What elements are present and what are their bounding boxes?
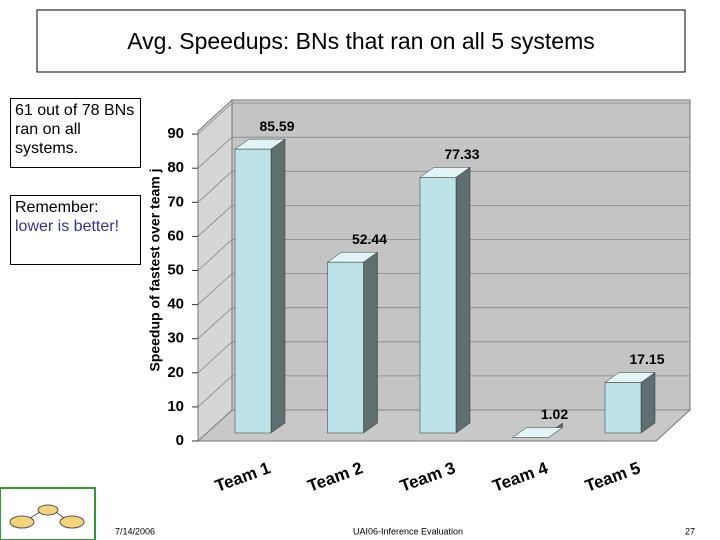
- grid-line: [197, 136, 690, 169]
- y-tick-label: 30: [167, 330, 184, 347]
- value-label: 1.02: [541, 406, 568, 422]
- y-tick-label: 20: [167, 364, 184, 381]
- x-tick-label: Team 4: [490, 458, 551, 496]
- x-tick-label: Team 3: [397, 458, 457, 495]
- y-tick-label: 90: [167, 125, 184, 142]
- note-box: 61 out of 78 BNs ran on all systems.: [10, 98, 141, 168]
- grid-line: [197, 239, 690, 271]
- value-label: 52.44: [352, 231, 387, 247]
- y-tick-label: 80: [167, 159, 184, 176]
- bar-top: [511, 427, 564, 438]
- y-tick-label: 40: [167, 296, 184, 313]
- logo-node: [37, 504, 59, 516]
- note-text: 61 out of 78 BNs ran on all systems.: [15, 102, 135, 157]
- x-tick-label: Team 2: [305, 458, 365, 495]
- logo-node: [59, 515, 85, 529]
- logo-node: [9, 515, 35, 529]
- bar: [234, 148, 272, 434]
- title-box: [36, 9, 686, 73]
- footer-center: UAI06-Inference Evaluation: [353, 526, 463, 536]
- bar-side: [455, 166, 471, 434]
- bar-side: [640, 372, 656, 434]
- value-label: 77.33: [444, 146, 479, 162]
- footer-page: 27: [685, 526, 695, 536]
- slide-title: Avg. Speedups: BNs that ran on all 5 sys…: [127, 28, 595, 54]
- footer-date: 7/14/2006: [115, 526, 155, 536]
- grid-line: [197, 170, 690, 203]
- y-tick-label: 50: [167, 261, 184, 278]
- logo-edge: [29, 511, 41, 519]
- note-text: Remember:: [15, 199, 99, 216]
- y-tick-label: 10: [167, 398, 184, 415]
- grid-line: [197, 375, 690, 408]
- y-tick-label: 60: [167, 227, 184, 244]
- note-highlight: lower is better!: [15, 218, 120, 235]
- bar: [604, 382, 642, 434]
- x-tick-label: Team 1: [212, 458, 272, 495]
- grid-line: [197, 273, 690, 305]
- value-label: 85.59: [259, 118, 294, 134]
- grid-line: [197, 204, 690, 237]
- side-wall: [197, 98, 233, 443]
- y-tick-label: 0: [176, 432, 184, 449]
- grid-line: [197, 102, 690, 135]
- logo-edge: [55, 511, 65, 519]
- bar-side: [270, 138, 286, 434]
- grid-line: [197, 341, 690, 374]
- grid-line: [197, 409, 690, 442]
- bar: [327, 261, 364, 434]
- grid-line: [197, 307, 690, 339]
- y-axis-label: Speedup of fastest over team j: [147, 168, 163, 371]
- bar-side: [363, 251, 378, 434]
- y-tick-label: 70: [167, 193, 184, 210]
- x-tick-label: Team 5: [582, 458, 642, 495]
- note-box: Remember: lower is better!: [10, 195, 141, 265]
- value-label: 17.15: [629, 351, 664, 367]
- bar: [419, 177, 457, 434]
